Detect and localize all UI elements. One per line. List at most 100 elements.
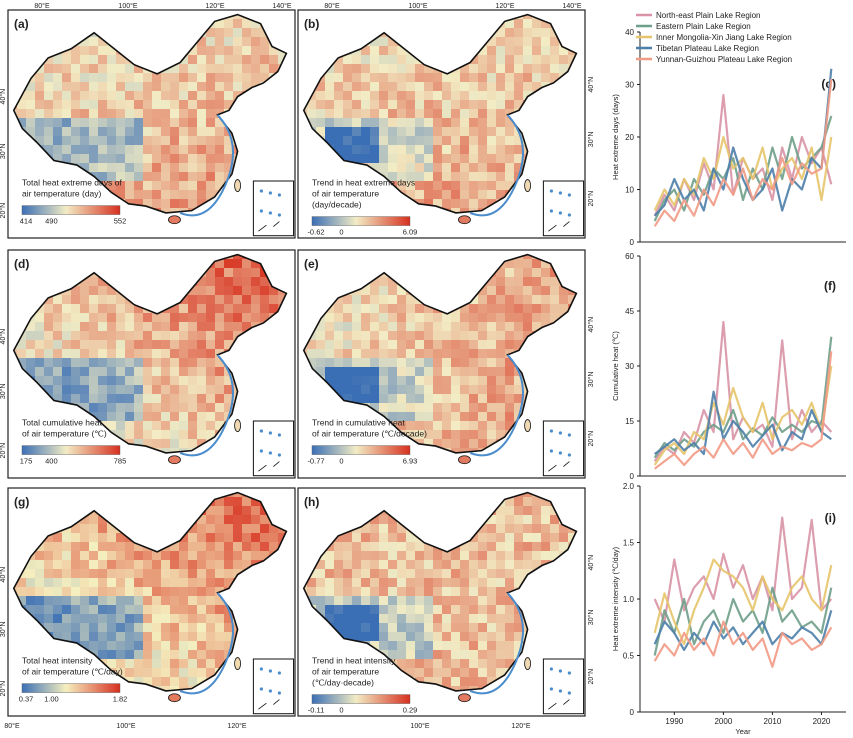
lat-label-right: 40°N — [587, 555, 595, 571]
inset-island — [558, 431, 562, 435]
series-line-4 — [653, 79, 833, 227]
inset-island — [268, 451, 272, 455]
colorbar-tick: -0.62 — [307, 228, 324, 237]
chart-panel-c: 0 10 20 30 40 Heat extreme days (days) (c) Nort… — [611, 11, 846, 247]
lon-label-top: 120°E — [205, 2, 224, 10]
x-axis-label: Year — [735, 727, 751, 736]
colorbar-tick: 0 — [339, 706, 343, 715]
lat-label-right: 20°N — [587, 669, 595, 685]
lat-label-left: 30°N — [0, 144, 7, 160]
lat-label-right: 30°N — [587, 610, 595, 626]
lon-label-bottom: 100°E — [116, 722, 135, 730]
lon-label-top: 100°E — [408, 2, 427, 10]
taiwan-island — [524, 179, 531, 192]
map-caption: of air temperature (℃) — [22, 429, 107, 439]
lat-label-right: 40°N — [587, 317, 595, 333]
series-line-1 — [653, 115, 833, 222]
lat-label-right: 30°N — [587, 132, 595, 148]
inset-island — [268, 211, 272, 215]
x-tick-label: 2010 — [764, 717, 782, 726]
y-tick-label: 30 — [625, 81, 634, 90]
inset-island — [558, 689, 562, 693]
coastline — [469, 114, 524, 217]
lat-label-left: 30°N — [0, 384, 7, 400]
colorbar-tick: 400 — [45, 457, 58, 466]
y-tick-label: 0.5 — [623, 652, 635, 661]
panel-letter: (g) — [14, 495, 29, 509]
colorbar-tick: 0.37 — [19, 695, 34, 704]
china-border — [12, 491, 288, 692]
inset-island — [567, 691, 571, 695]
south-china-sea-inset — [252, 420, 295, 477]
x-tick-label: 1990 — [665, 717, 683, 726]
series-line-2 — [653, 135, 833, 211]
coastline — [179, 354, 234, 457]
colorbar-tick: -0.11 — [308, 706, 325, 715]
colorbar-tick: 490 — [45, 217, 58, 226]
taiwan-island — [524, 657, 531, 670]
map-caption: Total heat intensity — [22, 656, 93, 666]
inset-island — [567, 433, 571, 437]
series-line-4 — [653, 620, 833, 668]
map-caption: Trend in cumulative heat — [312, 418, 405, 428]
lat-label-left: 20°N — [0, 443, 7, 459]
map-caption: Total cumulative heat — [22, 418, 102, 428]
map-caption: Trend in heat intensity — [312, 656, 396, 666]
lat-label-right: 20°N — [587, 431, 595, 447]
lat-label-right: 40°N — [587, 77, 595, 93]
series-line-0 — [653, 320, 833, 462]
inset-island — [268, 191, 272, 195]
hainan-island — [458, 455, 471, 465]
panel-letter: (h) — [304, 495, 319, 509]
inset-island — [277, 671, 281, 675]
inset-island — [549, 449, 553, 453]
colorbar — [311, 445, 411, 455]
y-tick-label: 1.5 — [623, 539, 635, 548]
inset-island — [259, 687, 263, 691]
map-caption: air temperature (day) — [22, 189, 102, 199]
coastline — [179, 114, 234, 217]
inset-island — [549, 189, 553, 193]
lon-label-top: 120°E — [495, 2, 514, 10]
inset-island — [277, 691, 281, 695]
lon-label-bottom: 120°E — [511, 722, 530, 730]
colorbar-tick: 6.09 — [403, 228, 418, 237]
y-tick-label: 1.0 — [623, 595, 635, 604]
nine-dash-line — [548, 699, 570, 710]
series-line-3 — [654, 390, 832, 456]
chart-panel-f: 0 15 30 45 60 Cumulative heat (℃) (f) — [611, 252, 846, 481]
nine-dash-line — [258, 699, 280, 710]
series-line-2 — [653, 558, 833, 646]
hainan-island — [168, 215, 181, 225]
colorbar — [311, 216, 411, 226]
lon-label-bottom: 80°E — [4, 722, 20, 730]
inset-island — [277, 213, 281, 217]
colorbar-tick: 1.00 — [44, 695, 59, 704]
colorbar-tick: 6.93 — [403, 457, 418, 466]
map-caption: (day/decade) — [312, 200, 362, 210]
map-caption: of air temperature — [312, 667, 379, 677]
taiwan-island — [234, 179, 242, 192]
colorbar-tick: -0.77 — [307, 457, 324, 466]
inset-island — [259, 449, 263, 453]
hainan-island — [168, 455, 181, 465]
colorbar-tick: 785 — [114, 457, 127, 466]
colorbar — [21, 445, 121, 455]
y-axis-label: Heat extreme days (days) — [611, 94, 620, 180]
inset-island — [549, 667, 553, 671]
coastline — [469, 354, 524, 457]
y-tick-label: 2.0 — [623, 482, 635, 491]
inset-island — [558, 191, 562, 195]
inset-island — [558, 211, 562, 215]
inset-island — [277, 433, 281, 437]
inset-island — [268, 669, 272, 673]
series-line-2 — [653, 365, 833, 466]
panel-letter: (i) — [825, 511, 836, 525]
legend-entry: Yunnan-Guizhou Plateau Lake Region — [656, 55, 792, 64]
inset-island — [259, 189, 263, 193]
colorbar-tick: 0 — [339, 228, 343, 237]
inset-island — [277, 193, 281, 197]
